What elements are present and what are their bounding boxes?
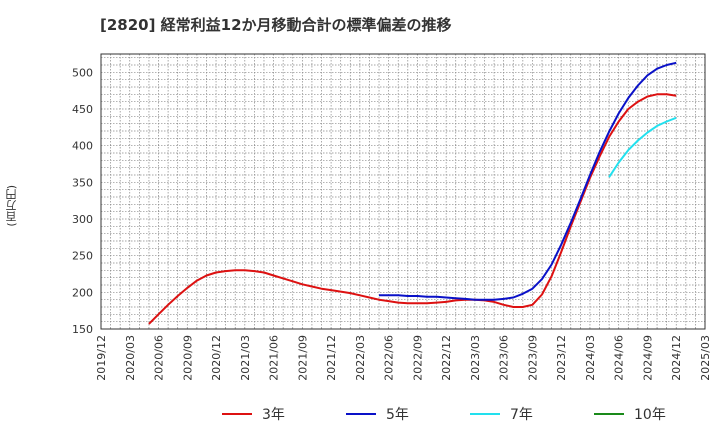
- series-line-5年: [379, 61, 677, 301]
- y-tick-label: 150: [72, 323, 93, 336]
- x-tick-label: 2020/12: [210, 335, 223, 381]
- legend-label: 5年: [386, 407, 409, 423]
- legend: 3年 5年 7年 10年: [222, 407, 666, 423]
- x-tick-label: 2019/12: [95, 335, 108, 381]
- x-tick-label: 2021/12: [325, 335, 338, 381]
- series-line-7年: [608, 116, 677, 178]
- x-tick-label: 2024/06: [613, 335, 626, 381]
- x-tick-label: 2020/09: [181, 335, 194, 381]
- series-line-3年: [148, 93, 677, 325]
- x-tick-label: 2021/06: [268, 335, 281, 381]
- x-tick-label: 2022/12: [440, 335, 453, 381]
- x-tick-label: 2023/12: [555, 335, 568, 381]
- x-tick-label: 2023/03: [469, 335, 482, 381]
- x-tick-label: 2021/03: [239, 335, 252, 381]
- x-tick-label: 2022/03: [354, 335, 367, 381]
- x-tick-label: 2023/09: [526, 335, 539, 381]
- x-tick-label: 2024/03: [584, 335, 597, 381]
- y-tick-labels: 150 200 250 300 350 400 450 500: [72, 66, 93, 336]
- x-tick-label: 2023/06: [498, 335, 511, 381]
- x-tick-label: 2021/09: [296, 335, 309, 381]
- gridlines: [100, 54, 706, 330]
- x-tick-label: 2025/03: [699, 335, 712, 381]
- chart-title: [2820] 経常利益12か月移動合計の標準偏差の推移: [100, 16, 452, 34]
- series-lines: [148, 61, 677, 325]
- y-tick-label: 200: [72, 286, 93, 299]
- x-tick-label: 2024/09: [641, 335, 654, 381]
- legend-label: 7年: [510, 407, 533, 423]
- y-tick-label: 300: [72, 213, 93, 226]
- x-tick-labels: 2019/12 2020/03 2020/06 2020/09 2020/12 2021/…: [95, 335, 712, 381]
- x-tick-label: 2020/03: [124, 335, 137, 381]
- y-tick-label: 500: [72, 66, 93, 79]
- legend-label: 10年: [634, 407, 666, 423]
- legend-label: 3年: [262, 407, 285, 423]
- x-tick-label: 2024/12: [670, 335, 683, 381]
- x-tick-label: 2020/06: [153, 335, 166, 381]
- y-tick-label: 450: [72, 103, 93, 116]
- y-tick-label: 400: [72, 140, 93, 153]
- x-tick-label: 2022/06: [383, 335, 396, 381]
- plot-frame: [100, 53, 706, 330]
- y-tick-label: 350: [72, 176, 93, 189]
- x-tick-label: 2022/09: [411, 335, 424, 381]
- y-tick-label: 250: [72, 250, 93, 263]
